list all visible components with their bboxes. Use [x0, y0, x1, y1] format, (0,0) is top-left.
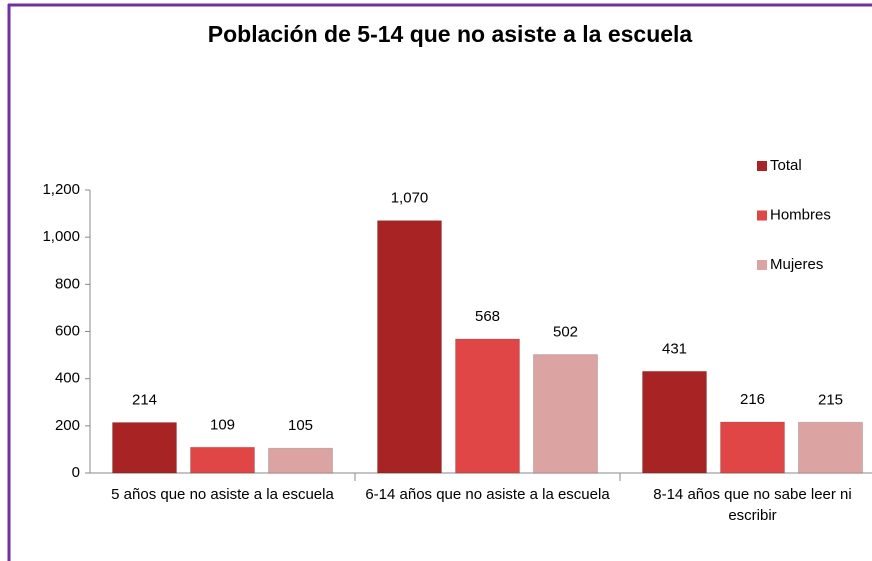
y-tick-label: 0	[72, 464, 80, 481]
y-tick-label: 1,200	[42, 181, 80, 198]
data-label: 105	[288, 417, 313, 434]
legend-label: Hombres	[770, 206, 831, 223]
legend-swatch	[757, 260, 767, 270]
bar	[720, 421, 785, 474]
x-tick-label: 8-14 años que no sabe leer ni escribir	[653, 486, 852, 524]
data-label: 502	[553, 324, 578, 341]
bar	[377, 220, 442, 474]
legend-swatch	[757, 161, 767, 171]
data-label: 214	[132, 392, 157, 409]
data-label: 215	[818, 391, 843, 408]
x-tick-label: 5 años que no asiste a la escuela	[111, 486, 334, 503]
y-tick-label: 800	[55, 275, 80, 292]
chart-title: Población de 5-14 que no asiste a la esc…	[208, 21, 693, 47]
data-label: 109	[210, 416, 235, 433]
bar	[190, 446, 255, 474]
bar	[798, 421, 863, 474]
bar	[268, 447, 333, 474]
data-label: 568	[475, 308, 500, 325]
bar	[642, 370, 707, 474]
legend-swatch	[757, 210, 767, 221]
legend-label: Mujeres	[770, 256, 823, 273]
y-tick-label: 200	[55, 417, 80, 434]
y-tick-label: 600	[55, 322, 80, 339]
y-tick-label: 400	[55, 370, 80, 387]
x-tick-label: 6-14 años que no asiste a la escuela	[365, 486, 610, 503]
bar	[533, 354, 598, 474]
data-label: 1,070	[391, 190, 429, 207]
data-label: 216	[740, 391, 765, 408]
bar	[112, 422, 177, 474]
data-label: 431	[662, 340, 687, 357]
y-tick-label: 1,000	[42, 228, 80, 245]
legend-label: Total	[770, 157, 802, 174]
bar	[455, 338, 520, 474]
